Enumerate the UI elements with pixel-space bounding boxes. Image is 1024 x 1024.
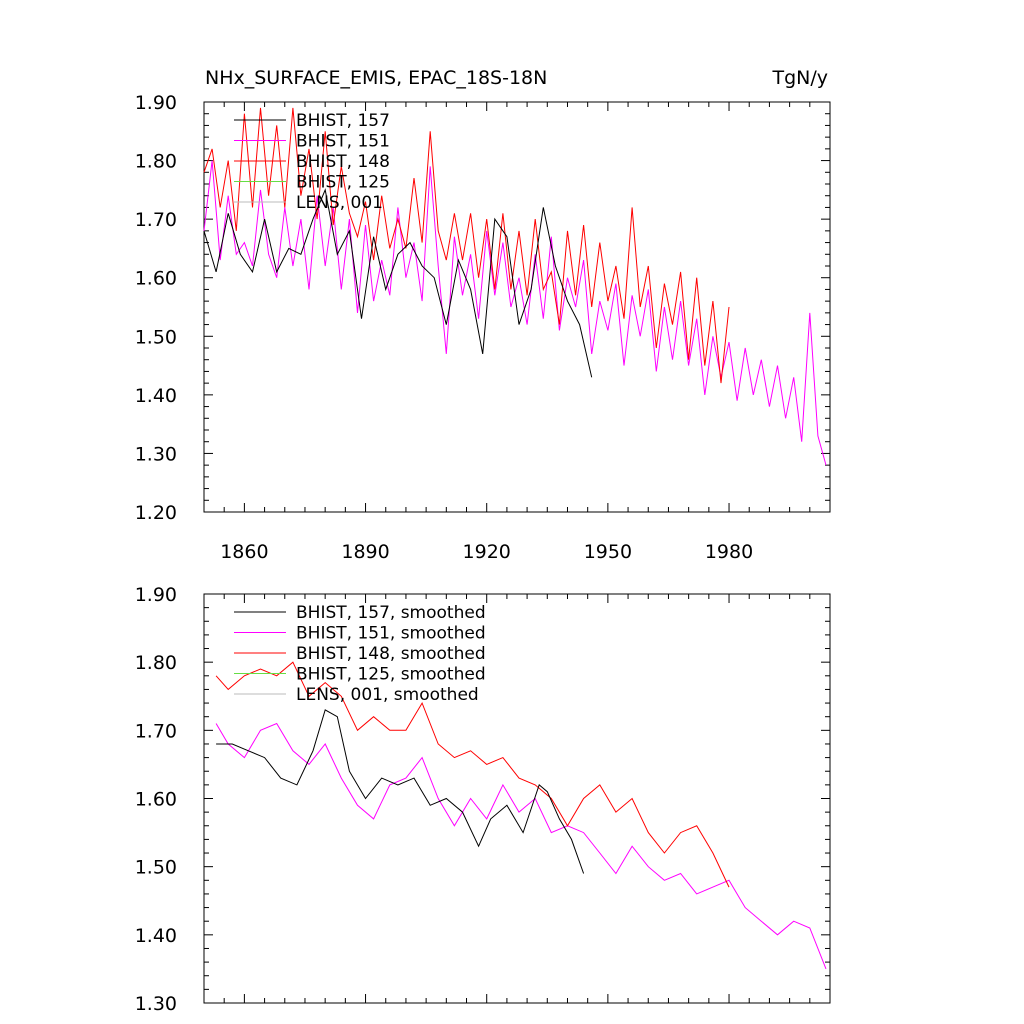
series-line-bhist-157 xyxy=(203,188,593,378)
y-tick-label: 1.80 xyxy=(135,151,177,173)
legend-label: BHIST, 151, smoothed xyxy=(296,624,486,644)
y-tick-label: 1.50 xyxy=(135,326,177,348)
legend-label: BHIST, 157, smoothed xyxy=(296,603,486,623)
legend-label: BHIST, 125 xyxy=(296,173,390,193)
series-line-bhist-148-smoothed xyxy=(215,661,730,888)
series-line-bhist-157-smoothed xyxy=(216,709,585,874)
legend-label: LENS, 001, smoothed xyxy=(296,685,479,705)
series-line-bhist-151-smoothed xyxy=(215,722,827,970)
legend-label: BHIST, 151 xyxy=(296,132,390,152)
x-tick-label: 1860 xyxy=(220,541,268,563)
legend-label: BHIST, 148, smoothed xyxy=(296,644,486,664)
bottom-panel-smoothed: 1.30 1.40 1.50 1.60 1.70 1.80 1.90 BHIST, 157, … xyxy=(135,584,831,1015)
y-tick-label: 1.90 xyxy=(135,92,177,114)
x-tick-label: 1920 xyxy=(463,541,511,563)
y-tick-label: 1.30 xyxy=(135,993,177,1015)
y-tick-label: 1.40 xyxy=(135,385,177,407)
legend-label: LENS, 001 xyxy=(296,193,383,213)
x-tick-label: 1890 xyxy=(341,541,389,563)
plot-frame xyxy=(203,101,831,513)
y-tick-label: 1.50 xyxy=(135,857,177,879)
chart-units: TgN/y xyxy=(771,67,828,89)
x-tick-label: 1950 xyxy=(584,541,632,563)
y-tick-label: 1.60 xyxy=(135,789,177,811)
legend-label: BHIST, 157 xyxy=(296,111,390,131)
chart-title: NHx_SURFACE_EMIS, EPAC_18S-18N xyxy=(205,67,547,89)
x-tick-label: 1980 xyxy=(705,541,753,563)
y-tick-label: 1.20 xyxy=(135,502,177,524)
legend-label: BHIST, 148 xyxy=(296,152,390,172)
y-tick-label: 1.70 xyxy=(135,720,177,742)
top-panel-raw: 1860 1890 1920 1950 1980 1.20 1.30 1.40 1.50 1.60… xyxy=(135,92,831,563)
y-tick-label: 1.80 xyxy=(135,652,177,674)
y-tick-label: 1.70 xyxy=(135,209,177,231)
y-tick-label: 1.90 xyxy=(135,584,177,606)
y-tick-label: 1.40 xyxy=(135,925,177,947)
series-line-bhist-148 xyxy=(203,107,730,384)
y-tick-label: 1.30 xyxy=(135,443,177,465)
y-tick-label: 1.60 xyxy=(135,268,177,290)
legend-label: BHIST, 125, smoothed xyxy=(296,665,486,685)
